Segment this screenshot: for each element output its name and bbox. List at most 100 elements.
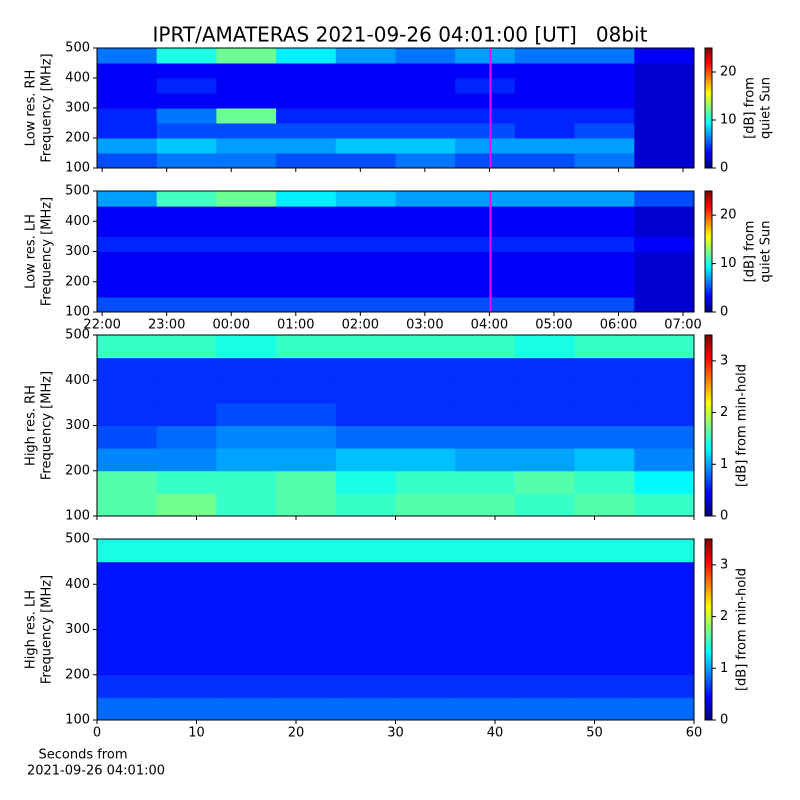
heatmap-cell [634, 296, 695, 313]
heatmap-cell [97, 236, 158, 252]
heatmap-cell [514, 296, 576, 313]
colorbar-strip [705, 680, 712, 685]
colorbar-strip [705, 623, 712, 627]
heatmap-cell [514, 335, 576, 359]
heatmap-cell [276, 48, 337, 64]
heatmap-cell [216, 108, 277, 124]
heatmap-cell [335, 629, 396, 653]
heatmap-cell [276, 448, 337, 472]
y-axis-label: Frequency [MHz] [40, 53, 55, 162]
heatmap-cell [97, 108, 158, 124]
heatmap-cell [395, 266, 456, 283]
heatmap-cell [156, 221, 217, 237]
heatmap-cell [455, 357, 516, 381]
heatmap-cell [156, 674, 217, 698]
colorbar-strip [705, 94, 712, 97]
heatmap-cell [335, 674, 396, 698]
heatmap-cell [455, 221, 516, 237]
heatmap-cell [455, 493, 516, 517]
colorbar-strip [705, 80, 712, 83]
heatmap-cell [97, 697, 158, 721]
heatmap-cell [276, 584, 337, 608]
y-tick-label: 300 [65, 244, 90, 259]
colorbar-strip [705, 653, 712, 658]
heatmap-cell [276, 652, 337, 676]
colorbar-label: [dB] from min-hold [735, 568, 750, 691]
heatmap-cell [395, 629, 456, 653]
heatmap-cell [276, 138, 337, 154]
colorbar-strip [705, 193, 712, 196]
colorbar-strip [705, 455, 712, 460]
colorbar-strip [705, 476, 712, 481]
heatmap-cell [276, 425, 337, 449]
colorbar-strip [705, 136, 712, 139]
colorbar-strip [705, 350, 712, 354]
colorbar-strip [705, 512, 712, 517]
colorbar-tick-label: 1 [720, 661, 728, 676]
y-tick-label: 300 [65, 101, 90, 116]
y-axis-label: Frequency [MHz] [40, 197, 55, 306]
heatmap-cell [97, 191, 158, 207]
heatmap-cell [514, 236, 576, 252]
colorbar-strip [705, 662, 712, 667]
heatmap-cell [97, 78, 158, 94]
heatmap-cell [97, 335, 158, 359]
y-axis-label: Low res. LH [24, 214, 39, 289]
heatmap-cell [574, 191, 635, 207]
heatmap-cell [634, 108, 695, 124]
heatmap-cell [276, 266, 337, 283]
heatmap-cell [276, 470, 337, 494]
heatmap-cell [216, 539, 277, 563]
colorbar-strip [705, 401, 712, 405]
heatmap-cell [335, 652, 396, 676]
colorbar-strip [705, 347, 712, 351]
colorbar-strip [705, 213, 712, 216]
colorbar-strip [705, 620, 712, 624]
colorbar-strip [705, 668, 712, 673]
heatmap-cell [216, 470, 277, 494]
heatmap-cell [514, 357, 576, 381]
heatmap-cell [514, 123, 576, 139]
heatmap-cell [216, 93, 277, 109]
colorbar-strip [705, 106, 712, 109]
heatmap-cell [634, 674, 695, 698]
x-tick-label: 0 [93, 726, 101, 741]
y-axis-label: High res. RH [24, 385, 39, 466]
heatmap-cell [395, 606, 456, 630]
heatmap-cell [335, 448, 396, 472]
heatmap-cell [514, 629, 576, 653]
heatmap-cell [216, 236, 277, 252]
colorbar-strip [705, 275, 712, 279]
colorbar-strip [705, 545, 712, 549]
colorbar-strip [705, 599, 712, 603]
heatmap-cell [335, 123, 396, 139]
colorbar-strip [705, 344, 712, 348]
colorbar-strip [705, 265, 712, 269]
colorbar-tick-label: 10 [720, 256, 737, 271]
heatmap-cell [455, 48, 516, 64]
y-tick-label: 200 [65, 274, 90, 289]
colorbar-label: quiet Sun [759, 220, 774, 282]
colorbar-tick-label: 1 [720, 457, 728, 472]
heatmap-cell [455, 335, 516, 359]
colorbar-strip [705, 98, 712, 101]
heatmap-cell [574, 539, 635, 563]
colorbar-tick-label: 20 [720, 208, 737, 223]
colorbar-strip [705, 217, 712, 220]
colorbar-strip [705, 146, 712, 149]
colorbar-strip [705, 539, 712, 543]
colorbar-strip [705, 710, 712, 715]
colorbar-strip [705, 201, 712, 204]
colorbar-strip [705, 255, 712, 259]
heatmap-cell [395, 674, 456, 698]
heatmap-cell [276, 493, 337, 517]
colorbar-strip [705, 301, 712, 305]
heatmap-cell [216, 206, 277, 222]
colorbar-strip [705, 503, 712, 508]
heatmap-cell [335, 584, 396, 608]
heatmap-cell [574, 206, 635, 222]
x-tick-label: 06:00 [600, 318, 637, 333]
y-tick-label: 400 [65, 577, 90, 592]
x-tick-label: 00:00 [213, 318, 250, 333]
heatmap-cell [455, 296, 516, 313]
